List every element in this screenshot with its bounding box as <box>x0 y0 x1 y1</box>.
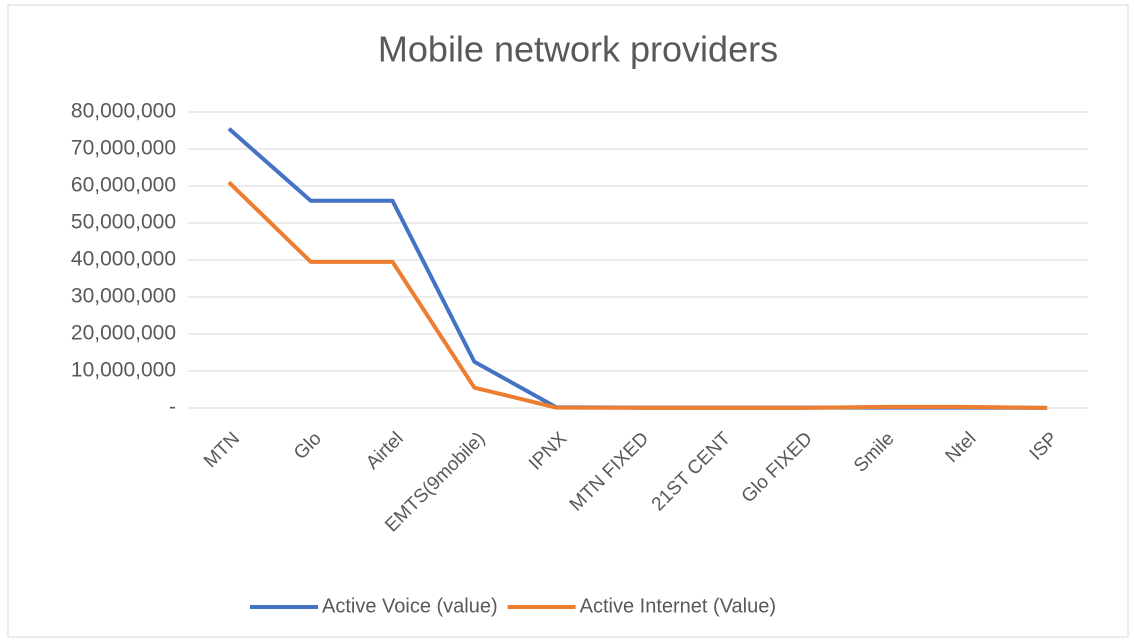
chart-border <box>7 4 1129 638</box>
chart-title: Mobile network providers <box>378 29 778 70</box>
legend-label: Active Internet (Value) <box>580 595 776 617</box>
y-tick-label: 60,000,000 <box>71 174 176 197</box>
legend-label: Active Voice (value) <box>322 595 498 617</box>
y-tick-label: 70,000,000 <box>71 137 176 160</box>
y-tick-label: 50,000,000 <box>71 211 176 234</box>
series-line <box>227 180 1048 410</box>
y-tick-label: 40,000,000 <box>71 248 176 271</box>
y-tick-label: 10,000,000 <box>71 359 176 382</box>
y-tick-label: 80,000,000 <box>71 100 176 123</box>
y-tick-label: 20,000,000 <box>71 322 176 345</box>
y-tick-label: 30,000,000 <box>71 285 176 308</box>
y-tick-label: - <box>169 396 176 419</box>
